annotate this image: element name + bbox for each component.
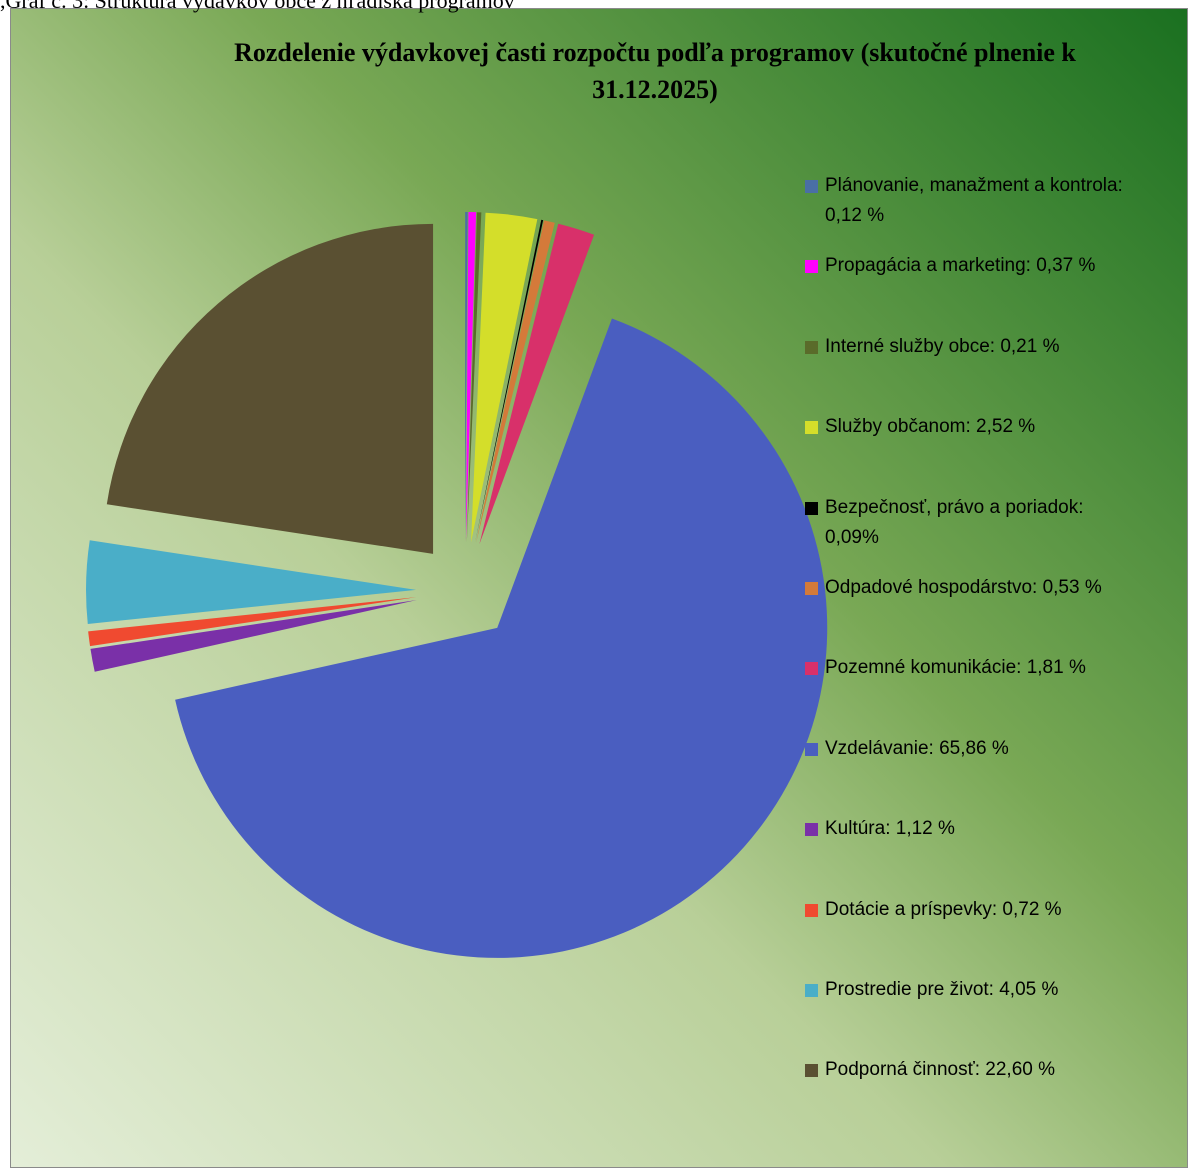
legend-item: Prostredie pre život: 4,05 % — [805, 975, 1135, 1005]
legend-swatch — [805, 823, 818, 837]
pie-slice — [465, 212, 477, 543]
legend-label: Propagácia a marketing: 0,37 % — [825, 255, 1096, 277]
legend-item: Dotácie a príspevky: 0,72 % — [805, 895, 1135, 925]
legend-swatch — [805, 501, 818, 515]
legend-label: Interné služby obce: 0,21 % — [825, 335, 1060, 357]
legend-swatch — [805, 742, 818, 756]
legend-label: Kultúra: 1,12 % — [825, 818, 955, 840]
legend-item: Kultúra: 1,12 % — [805, 814, 1135, 844]
legend-swatch — [805, 260, 818, 274]
legend-label: Dotácie a príspevky: 0,72 % — [825, 898, 1062, 920]
pie-slice — [479, 223, 595, 545]
legend-swatch — [805, 903, 818, 917]
pie-slice — [471, 212, 538, 543]
legend-swatch — [805, 662, 818, 676]
legend-label: Odpadové hospodárstvo: 0,53 % — [825, 577, 1102, 598]
legend-swatch — [805, 984, 818, 997]
legend-item: Odpadové hospodárstvo: 0,53 % — [805, 573, 1135, 603]
legend-swatch — [805, 421, 818, 435]
caption: ,Graf č. 3: Štruktúra výdavkov obce z hľ… — [0, 0, 515, 13]
chart-title: Rozdelenie výdavkovej časti rozpočtu pod… — [234, 38, 1076, 104]
legend-label: Služby občanom: 2,52 % — [825, 416, 1036, 438]
pie-slice — [175, 318, 828, 958]
legend-item: Podporná činnosť: 22,60 % — [805, 1055, 1135, 1085]
legend-item: Pozemné komunikácie: 1,81 % — [805, 653, 1135, 683]
legend-label: Pozemné komunikácie: 1,81 % — [825, 657, 1086, 679]
legend-label: Podporná činnosť: 22,60 % — [825, 1059, 1056, 1081]
pie-slice — [466, 212, 482, 543]
legend-label: Bezpečnosť, právo a poriadok: 0,09% — [825, 496, 1084, 548]
legend-swatch — [805, 180, 818, 193]
legend-swatch — [805, 340, 818, 354]
pie-slice — [474, 219, 544, 544]
pie-slice — [106, 223, 434, 554]
legend-item: Interné služby obce: 0,21 % — [805, 332, 1135, 362]
pie-slice — [88, 597, 417, 647]
legend-item: Propagácia a marketing: 0,37 % — [805, 251, 1135, 281]
legend-label: Prostredie pre život: 4,05 % — [825, 979, 1059, 1000]
legend-label: Plánovanie, manažment a kontrola: 0,12 % — [825, 175, 1123, 226]
legend-label: Vzdelávanie: 65,86 % — [825, 737, 1009, 759]
pie-slice — [90, 599, 417, 672]
legend-item: Služby občanom: 2,52 % — [805, 412, 1135, 442]
legend-item: Plánovanie, manažment a kontrola: 0,12 % — [805, 171, 1135, 231]
pie-slice — [86, 540, 417, 624]
legend-swatch — [805, 582, 818, 595]
pie-slice — [465, 212, 468, 543]
legend-item: Vzdelávanie: 65,86 % — [805, 734, 1135, 764]
legend-swatch — [805, 1064, 818, 1078]
pie-slice — [475, 220, 555, 544]
legend-item: Bezpečnosť, právo a poriadok: 0,09% — [805, 493, 1135, 553]
